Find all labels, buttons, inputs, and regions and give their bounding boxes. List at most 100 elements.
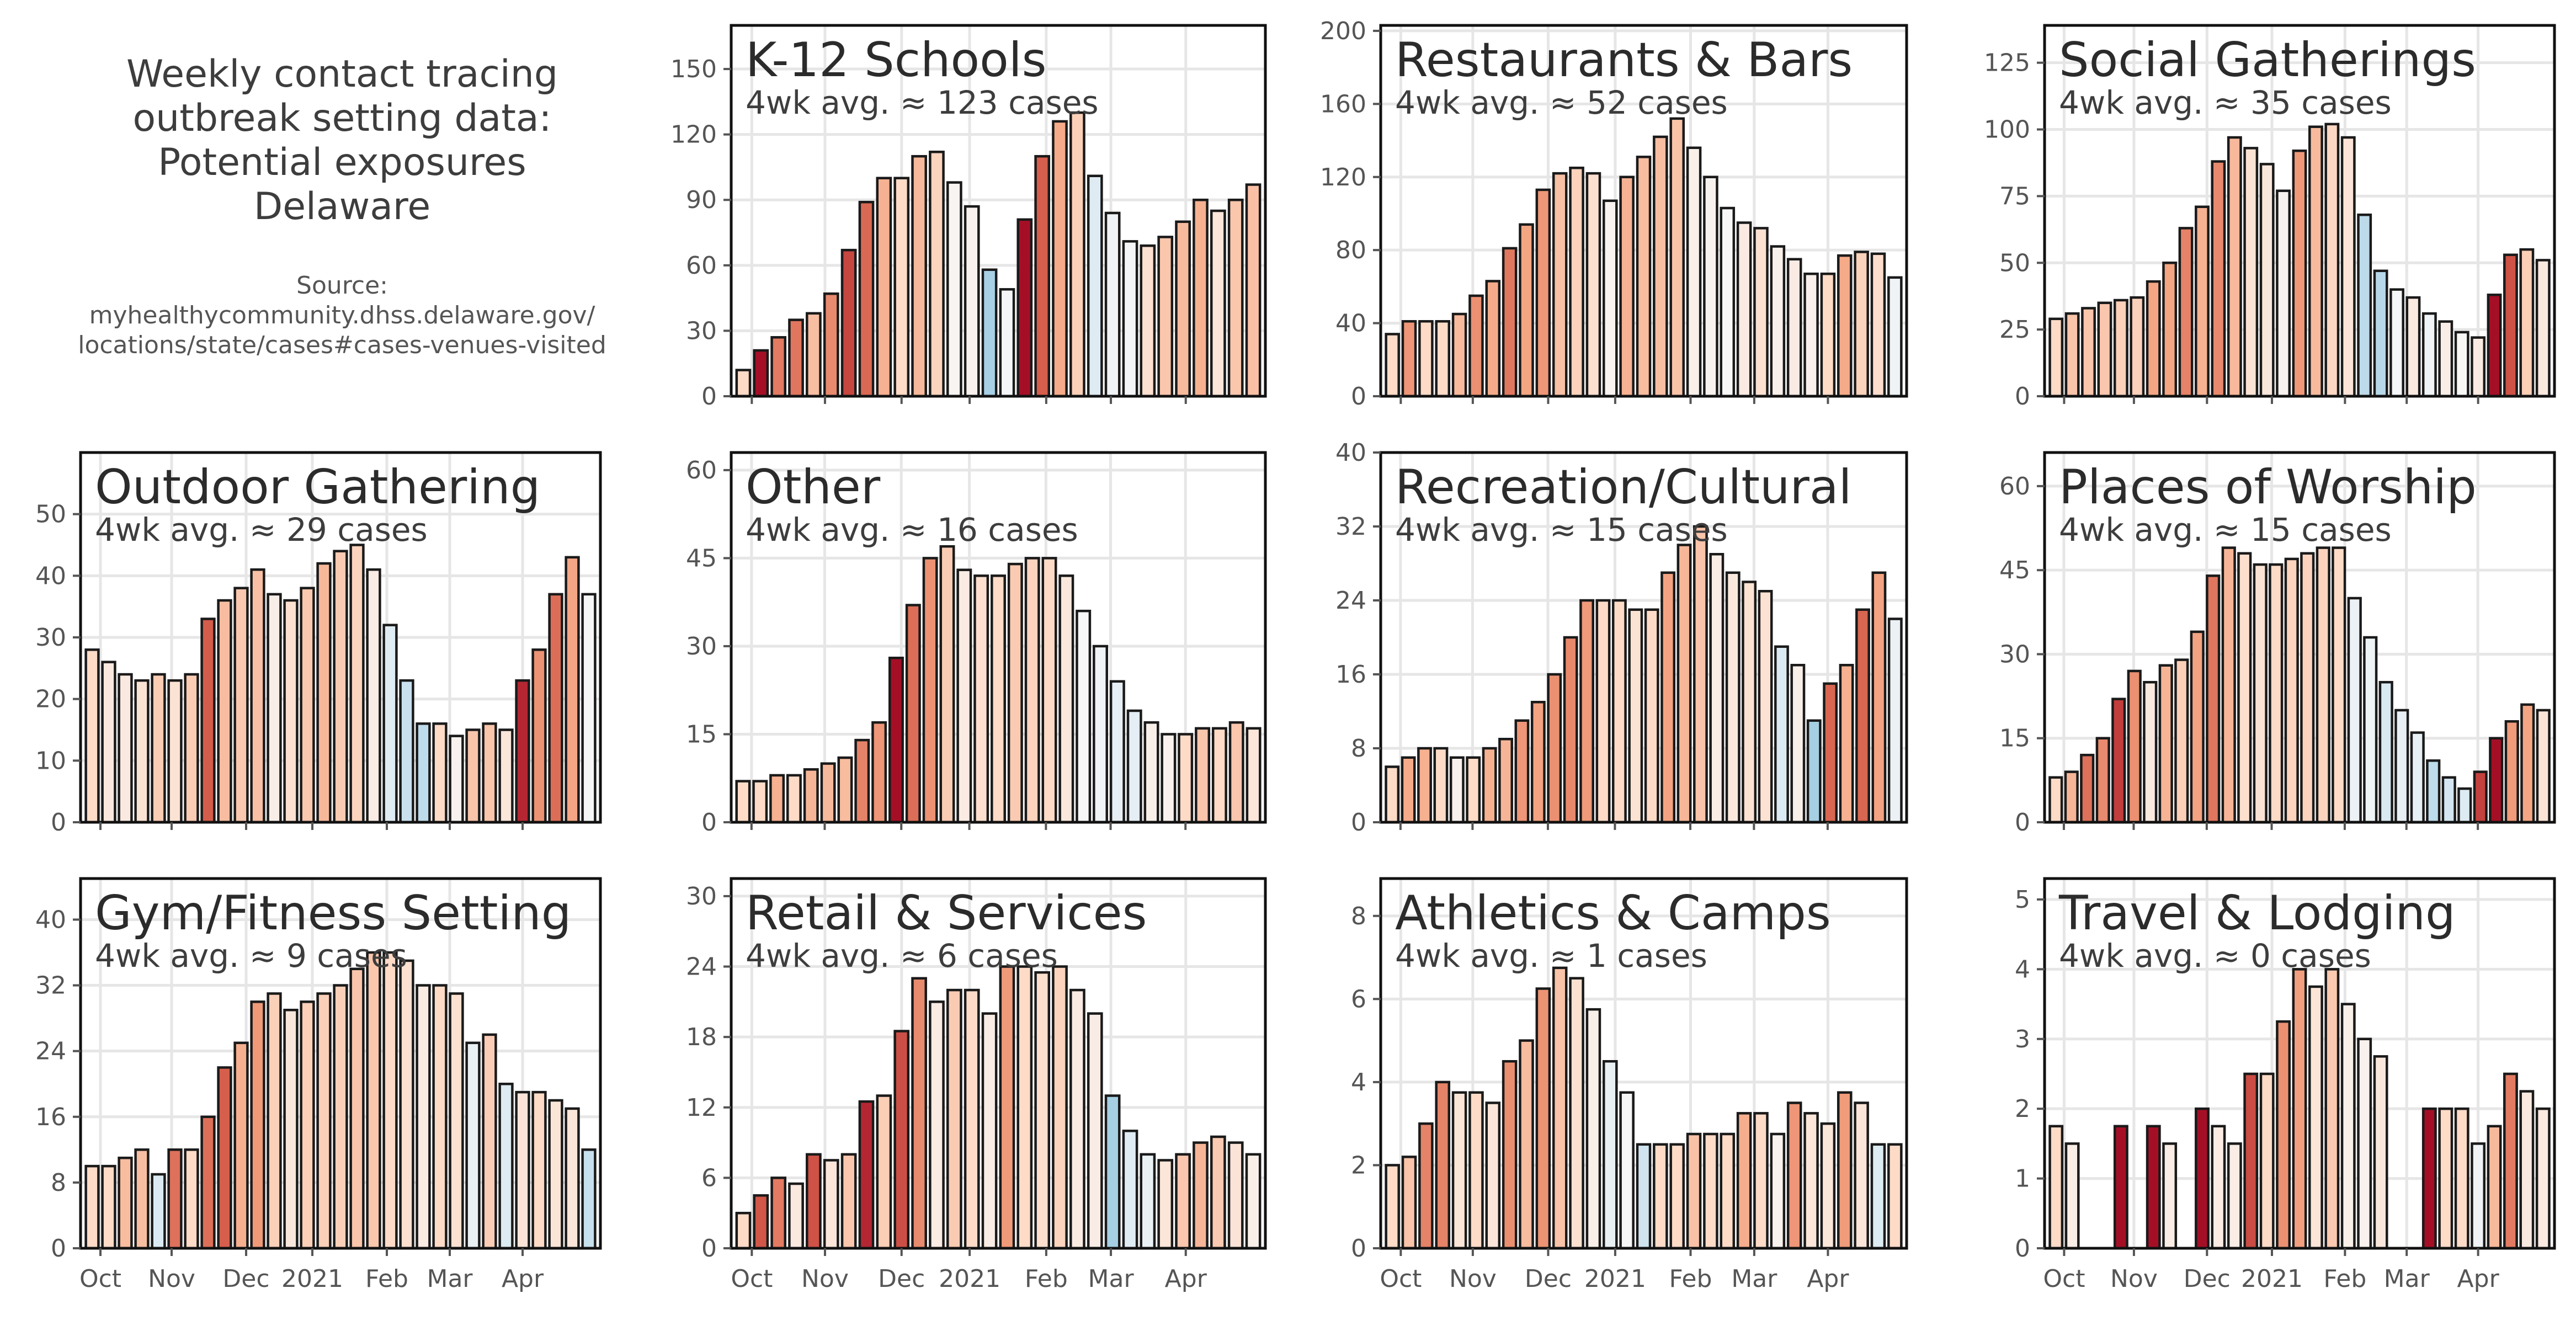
bar [1435, 320, 1451, 398]
plot-frame [2043, 877, 2556, 1250]
plot-frame [2043, 24, 2556, 398]
bar [1451, 312, 1467, 398]
y-tick-label: 32 [1335, 513, 1366, 541]
bar [911, 155, 927, 398]
y-tick-label: 0 [701, 1234, 717, 1263]
bar [806, 1153, 822, 1250]
bar [788, 318, 804, 398]
bar [134, 1148, 150, 1250]
bar [2095, 737, 2110, 824]
x-tick-label: Mar [1088, 1265, 1135, 1293]
bar [2080, 753, 2095, 824]
bar [1653, 1143, 1668, 1250]
bar [382, 951, 398, 1250]
y-tick-label: 30 [1999, 640, 2030, 668]
bar [922, 557, 938, 824]
bar [2227, 1142, 2242, 1250]
y-tick-label: 45 [1999, 556, 2030, 584]
bar [2473, 770, 2488, 824]
bar [2438, 1107, 2453, 1250]
bar [1669, 1143, 1685, 1250]
bar [1122, 240, 1138, 398]
bar [1058, 574, 1074, 824]
bar [2421, 1107, 2437, 1250]
bar [84, 648, 100, 824]
bar [1104, 211, 1121, 398]
panel-subtitle: 4wk avg. ≈ 0 cases [2059, 937, 2371, 975]
figure-title-block: Weekly contact tracing outbreak setting … [22, 52, 662, 360]
bar [2471, 336, 2486, 398]
bar [449, 734, 464, 824]
y-tick-label: 60 [686, 456, 717, 485]
bar [2487, 294, 2502, 398]
bar [2324, 968, 2340, 1250]
panel-title: Travel & Lodging [2058, 886, 2456, 941]
bar [1245, 183, 1262, 398]
bar [2081, 307, 2096, 398]
y-tick-label: 8 [51, 1169, 66, 1197]
bar [2503, 253, 2518, 398]
bar [2048, 776, 2063, 824]
panel-title: Other [746, 460, 881, 515]
y-tick-label: 6 [701, 1164, 717, 1192]
source-line: myhealthycommunity.dhss.delaware.gov/ [89, 301, 595, 329]
bar [217, 1066, 232, 1250]
bar [200, 1115, 216, 1250]
bar [2162, 262, 2178, 398]
y-tick-label: 32 [35, 972, 66, 1000]
bar [2489, 737, 2504, 824]
bar [964, 205, 980, 398]
y-tick-label: 30 [35, 624, 66, 652]
bar [2316, 546, 2330, 824]
bar [1803, 272, 1819, 398]
bar [893, 1030, 910, 1250]
panel-subtitle: 4wk avg. ≈ 35 cases [2059, 84, 2392, 121]
bar [1178, 733, 1194, 824]
bar [1774, 645, 1789, 824]
bar [1770, 245, 1786, 398]
y-tick-label: 90 [686, 186, 717, 214]
bar [2143, 680, 2158, 824]
bar [1547, 673, 1562, 824]
bar [999, 965, 1015, 1250]
bar [1514, 719, 1530, 824]
bar [2113, 1125, 2128, 1250]
bar [382, 624, 398, 824]
x-tick-label: Oct [2043, 1265, 2085, 1293]
bar [2389, 288, 2404, 398]
bar [1786, 258, 1802, 398]
bar [1007, 562, 1023, 824]
panel-subtitle: 4wk avg. ≈ 9 cases [95, 937, 407, 975]
bar [735, 780, 751, 824]
bar [1753, 1112, 1769, 1250]
x-tick-label: Mar [1731, 1265, 1777, 1293]
x-tick-label: 2021 [281, 1265, 343, 1293]
bar [200, 618, 216, 824]
bar [1870, 252, 1886, 398]
x-tick-label: Nov [148, 1265, 195, 1293]
panel-title: K-12 Schools [746, 33, 1046, 88]
y-tick-label: 30 [686, 882, 717, 911]
bar [1087, 1012, 1103, 1250]
bar [184, 673, 199, 824]
bar [2332, 546, 2346, 824]
panel-title: Places of Worship [2059, 460, 2477, 515]
bar [2259, 163, 2275, 398]
bar [250, 1000, 265, 1250]
bar [2195, 205, 2210, 398]
bar [1034, 971, 1051, 1250]
bar [300, 1000, 315, 1250]
x-tick-label: Dec [222, 1265, 269, 1293]
bar [1569, 977, 1584, 1250]
bar [1052, 965, 1068, 1250]
bar [753, 1194, 769, 1250]
bar [184, 1148, 199, 1250]
bar [1569, 166, 1584, 398]
y-tick-label: 0 [701, 808, 717, 837]
bar [1585, 1008, 1601, 1250]
bar [1709, 553, 1725, 824]
bar [1636, 1143, 1652, 1250]
y-tick-label: 30 [686, 632, 717, 661]
